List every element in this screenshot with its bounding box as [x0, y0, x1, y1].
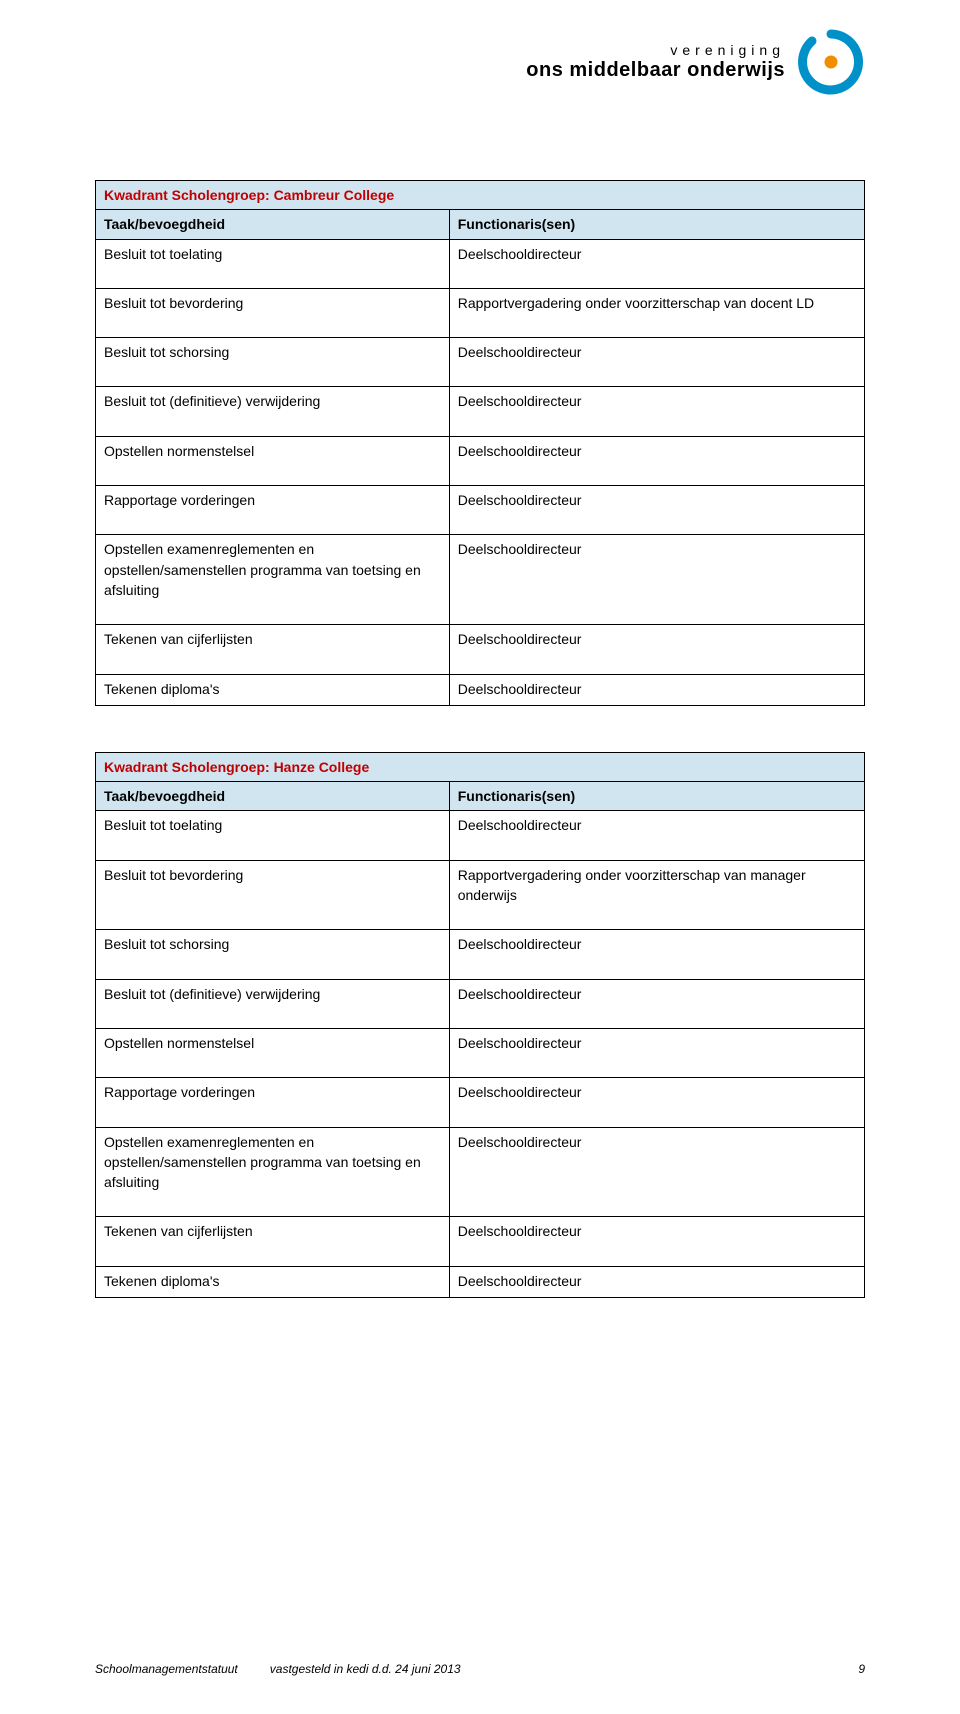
task-cell: Besluit tot schorsing [96, 930, 450, 979]
task-cell: Besluit tot toelating [96, 239, 450, 288]
task-cell: Opstellen normenstelsel [96, 436, 450, 485]
table-row: Besluit tot schorsing Deelschooldirecteu… [96, 338, 865, 387]
task-cell: Rapportage vorderingen [96, 1078, 450, 1127]
header-text-block: vereniging ons middelbaar onderwijs [526, 43, 785, 80]
functionary-cell: Deelschooldirecteur [449, 979, 864, 1028]
functionary-cell: Rapportvergadering onder voorzitterschap… [449, 860, 864, 930]
table-row: Besluit tot toelating Deelschooldirecteu… [96, 239, 865, 288]
content-area: Kwadrant Scholengroep: Cambreur College … [95, 60, 865, 1298]
table-title-row: Kwadrant Scholengroep: Cambreur College [96, 181, 865, 210]
table-row: Opstellen examenreglementen en opstellen… [96, 1127, 865, 1217]
table-head-row: Taak/bevoegdheid Functionaris(sen) [96, 782, 865, 811]
footer-left: Schoolmanagementstatuut vastgesteld in k… [95, 1662, 461, 1676]
functionary-cell: Deelschooldirecteur [449, 625, 864, 674]
task-cell: Tekenen diploma's [96, 1266, 450, 1297]
header-big-text: ons middelbaar onderwijs [526, 59, 785, 81]
table-row: Rapportage vorderingen Deelschooldirecte… [96, 1078, 865, 1127]
table-row: Besluit tot bevordering Rapportvergaderi… [96, 860, 865, 930]
task-cell: Besluit tot (definitieve) verwijdering [96, 979, 450, 1028]
table-row: Besluit tot schorsing Deelschooldirecteu… [96, 930, 865, 979]
logo-icon [797, 28, 865, 96]
page-header: vereniging ons middelbaar onderwijs [526, 28, 865, 96]
task-cell: Besluit tot (definitieve) verwijdering [96, 387, 450, 436]
functionary-cell: Deelschooldirecteur [449, 436, 864, 485]
footer-doc-title: Schoolmanagementstatuut [95, 1662, 238, 1676]
task-cell: Besluit tot bevordering [96, 288, 450, 337]
functionary-cell: Deelschooldirecteur [449, 811, 864, 860]
table2-body: Besluit tot toelating Deelschooldirecteu… [96, 811, 865, 1298]
table-head-left: Taak/bevoegdheid [96, 782, 450, 811]
functionary-cell: Deelschooldirecteur [449, 1266, 864, 1297]
functionary-cell: Deelschooldirecteur [449, 338, 864, 387]
table-row: Tekenen diploma's Deelschooldirecteur [96, 674, 865, 705]
table-head-right: Functionaris(sen) [449, 782, 864, 811]
functionary-cell: Rapportvergadering onder voorzitterschap… [449, 288, 864, 337]
task-cell: Opstellen examenreglementen en opstellen… [96, 1127, 450, 1217]
header-small-text: vereniging [526, 43, 785, 58]
functionary-cell: Deelschooldirecteur [449, 674, 864, 705]
footer-status: vastgesteld in kedi d.d. 24 juni 2013 [270, 1662, 461, 1676]
page-footer: Schoolmanagementstatuut vastgesteld in k… [95, 1662, 865, 1676]
task-cell: Opstellen examenreglementen en opstellen… [96, 535, 450, 625]
table-row: Tekenen van cijferlijsten Deelschooldire… [96, 625, 865, 674]
table-head-right: Functionaris(sen) [449, 210, 864, 239]
task-cell: Besluit tot bevordering [96, 860, 450, 930]
table-head-row: Taak/bevoegdheid Functionaris(sen) [96, 210, 865, 239]
table-title: Kwadrant Scholengroep: Cambreur College [96, 181, 865, 210]
table-row: Opstellen normenstelsel Deelschooldirect… [96, 436, 865, 485]
table-row: Besluit tot bevordering Rapportvergaderi… [96, 288, 865, 337]
footer-page-number: 9 [858, 1662, 865, 1676]
table-title: Kwadrant Scholengroep: Hanze College [96, 752, 865, 781]
table-row: Besluit tot toelating Deelschooldirecteu… [96, 811, 865, 860]
table-row: Opstellen examenreglementen en opstellen… [96, 535, 865, 625]
functionary-cell: Deelschooldirecteur [449, 930, 864, 979]
table-row: Tekenen diploma's Deelschooldirecteur [96, 1266, 865, 1297]
functionary-cell: Deelschooldirecteur [449, 1127, 864, 1217]
table1-body: Besluit tot toelating Deelschooldirecteu… [96, 239, 865, 705]
task-cell: Tekenen diploma's [96, 674, 450, 705]
task-cell: Besluit tot toelating [96, 811, 450, 860]
functionary-cell: Deelschooldirecteur [449, 486, 864, 535]
table-head-left: Taak/bevoegdheid [96, 210, 450, 239]
functionary-cell: Deelschooldirecteur [449, 535, 864, 625]
task-cell: Besluit tot schorsing [96, 338, 450, 387]
task-cell: Opstellen normenstelsel [96, 1028, 450, 1077]
task-cell: Tekenen van cijferlijsten [96, 1217, 450, 1266]
functionary-cell: Deelschooldirecteur [449, 1078, 864, 1127]
functionary-cell: Deelschooldirecteur [449, 239, 864, 288]
table-row: Tekenen van cijferlijsten Deelschooldire… [96, 1217, 865, 1266]
table-cambreur: Kwadrant Scholengroep: Cambreur College … [95, 180, 865, 706]
table-row: Besluit tot (definitieve) verwijdering D… [96, 387, 865, 436]
table-title-row: Kwadrant Scholengroep: Hanze College [96, 752, 865, 781]
table-row: Besluit tot (definitieve) verwijdering D… [96, 979, 865, 1028]
table-row: Opstellen normenstelsel Deelschooldirect… [96, 1028, 865, 1077]
table-hanze: Kwadrant Scholengroep: Hanze College Taa… [95, 752, 865, 1298]
functionary-cell: Deelschooldirecteur [449, 387, 864, 436]
task-cell: Rapportage vorderingen [96, 486, 450, 535]
task-cell: Tekenen van cijferlijsten [96, 625, 450, 674]
table-row: Rapportage vorderingen Deelschooldirecte… [96, 486, 865, 535]
functionary-cell: Deelschooldirecteur [449, 1217, 864, 1266]
functionary-cell: Deelschooldirecteur [449, 1028, 864, 1077]
